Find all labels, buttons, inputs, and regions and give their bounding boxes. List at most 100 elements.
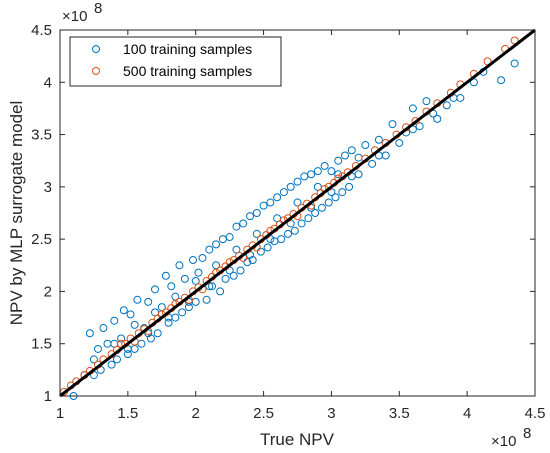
y-axis-label: NPV by MLP surrogate model [7,101,26,326]
y-tick-label: 2 [44,283,52,300]
point-series-1 [345,182,354,191]
point-series-1 [320,161,329,170]
point-series-1 [263,243,272,252]
point-series-1 [510,59,519,68]
x-tick-label: 1.5 [117,405,138,422]
point-series-1 [229,271,238,280]
point-series-1 [194,268,203,277]
point-series-1 [167,282,176,291]
point-series-1 [422,97,431,106]
point-series-1 [117,334,126,343]
point-series-1 [259,201,268,210]
point-series-1 [180,274,189,283]
reference-line-layer [59,28,536,398]
point-series-1 [293,177,302,186]
point-series-1 [347,146,356,155]
point-series-1 [334,156,343,165]
point-series-1 [324,198,333,207]
point-series-1 [266,198,275,207]
point-series-1 [252,209,261,217]
point-series-1 [334,170,343,179]
point-series-1 [216,287,225,296]
point-series-1 [99,324,108,333]
point-series-1 [277,235,286,244]
point-series-1 [123,350,132,359]
y-exponent-base: ×10 [62,8,87,25]
point-series-1 [497,76,506,85]
y-tick-label: 2.5 [31,231,52,248]
point-series-1 [133,295,142,304]
point-series-1 [361,141,370,150]
y-tick-label: 4.5 [31,22,52,39]
x-exponent-base: ×10 [491,433,516,450]
reference-line [59,28,536,398]
point-series-1 [246,212,254,221]
point-series-1 [442,101,451,110]
point-series-1 [130,320,139,329]
legend-marker-series-1 [92,45,100,53]
legend-label-series-1: 100 training samples [123,41,252,57]
y-tick-label: 3.5 [31,127,52,144]
point-series-1 [395,138,404,147]
y-exponent: ×10 8 [62,0,102,25]
x-exponent: ×10 8 [491,425,531,450]
point-series-1 [297,219,306,228]
legend-box [69,36,282,87]
point-series-1 [151,285,159,294]
point-series-1 [107,360,116,369]
point-series-1 [110,316,119,325]
x-tick-label: 4 [463,405,471,422]
point-series-1 [408,104,417,113]
point-series-1 [178,308,187,317]
point-series-1 [161,271,170,280]
point-series-1 [85,329,94,338]
point-series-1 [256,247,265,256]
x-tick-label: 4.5 [525,405,546,422]
plot-frame [59,29,536,397]
point-series-1 [236,266,245,275]
x-tick-label: 2.5 [253,405,274,422]
x-tick-label: 3.5 [389,405,410,422]
point-series-1 [239,219,248,228]
x-tick-label: 2 [192,405,200,422]
y-tick-label: 1.5 [31,336,52,353]
point-series-1 [374,135,383,144]
point-series-1 [89,355,98,364]
point-series-1 [175,261,184,270]
point-series-1 [205,245,214,254]
point-series-1 [368,159,377,168]
y-tick-label: 1 [44,388,52,405]
point-series-1 [290,226,299,235]
point-series-1 [433,114,442,123]
point-series-1 [189,256,197,265]
point-series-1 [388,120,397,129]
point-series-1 [317,203,326,212]
point-series-1 [208,282,216,291]
point-series-1 [212,240,221,249]
legend-label-series-2: 500 training samples [123,63,252,79]
point-series-1 [113,355,121,364]
point-series-1 [284,229,292,238]
point-series-1 [331,193,340,202]
legend: 100 training samples 500 training sample… [69,36,282,87]
point-series-1 [221,274,230,283]
point-series-1 [94,344,102,353]
x-axis-label: True NPV [260,430,335,449]
point-series-1 [338,188,347,197]
point-series-1 [307,170,316,179]
point-series-1 [293,198,302,207]
point-series-1 [311,209,320,217]
y-tick-label: 3 [44,179,52,196]
point-series-1 [273,193,282,202]
y-tick-label: 4 [44,74,52,91]
point-series-1 [144,297,153,306]
point-series-1 [279,188,288,197]
point-series-1 [313,167,322,176]
point-series-1 [225,233,234,242]
point-series-1 [327,167,336,176]
point-series-1 [126,310,135,319]
ticks-layer: 1 1.5 2 2.5 3 3.5 4 4.5 1 1.5 2 2.5 3 3.5 4 4.5 [31,22,545,422]
point-series-1 [119,306,128,315]
point-series-1 [164,318,173,327]
